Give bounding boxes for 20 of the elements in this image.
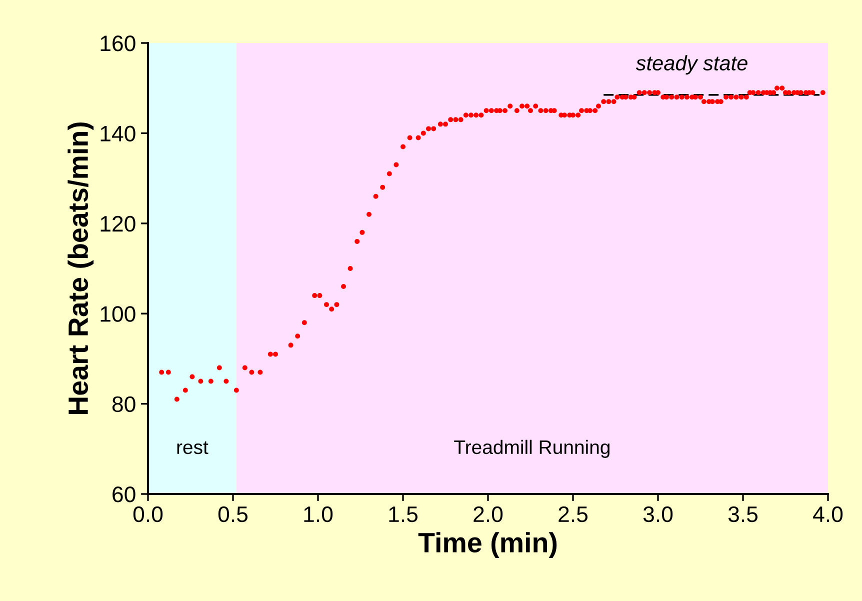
- x-tick-label: 1.0: [304, 506, 333, 522]
- y-tick-label: 160: [100, 36, 136, 52]
- x-tick-label: 0.5: [218, 506, 248, 522]
- x-tick-label: 3.5: [728, 506, 758, 522]
- y-tick-label: 80: [112, 396, 136, 412]
- band-label: Treadmill Running: [454, 440, 610, 458]
- x-axis-title: Time (min): [418, 532, 557, 558]
- annotation: steady state: [636, 55, 748, 75]
- x-tick-label: 4.0: [813, 506, 843, 522]
- band-label: rest: [177, 441, 208, 454]
- x-tick-label: 0.0: [133, 506, 163, 522]
- x-tick-label: 3.0: [643, 506, 673, 522]
- y-tick-label: 100: [100, 306, 136, 322]
- x-tick-label: 1.5: [389, 506, 418, 522]
- x-tick-label: 2.0: [474, 506, 503, 522]
- x-tick-label: 2.5: [558, 506, 588, 522]
- y-axis-title: Heart Rate (beats/min): [68, 122, 94, 414]
- y-tick-label: 120: [100, 216, 136, 232]
- y-tick-label: 140: [100, 126, 136, 142]
- y-tick-label: 60: [112, 486, 136, 502]
